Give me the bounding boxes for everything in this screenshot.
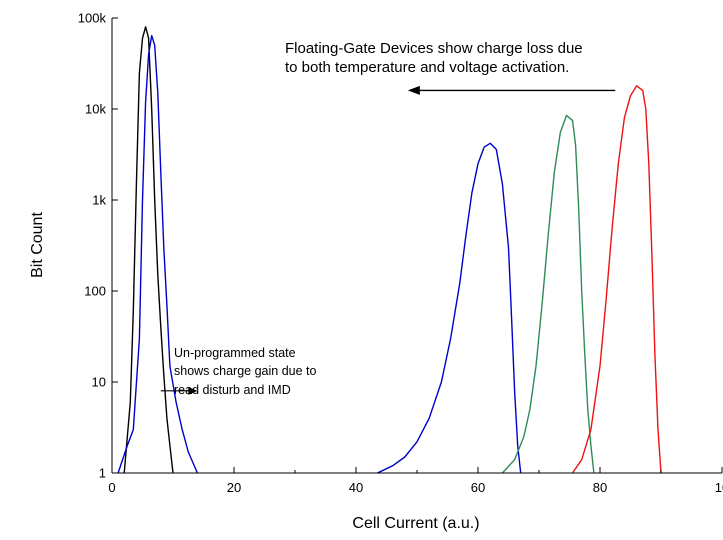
y-tick-label: 1 (99, 466, 106, 481)
x-axis-title: Cell Current (a.u.) (352, 515, 479, 532)
series-line-5 (571, 85, 662, 474)
x-tick-label: 40 (349, 480, 363, 495)
x-tick-label: 10 (715, 480, 723, 495)
y-ticks: 1 10 100 1k 10k 100k (78, 11, 118, 481)
y-tick-label: 1k (92, 193, 106, 208)
annotation-top-line-1: Floating-Gate Devices show charge loss d… (285, 40, 583, 57)
x-tick-label: 0 (108, 480, 115, 495)
axes (111, 18, 722, 474)
series-line-3 (377, 142, 522, 474)
annotation-bottom-line-2: shows charge gain due to (174, 364, 317, 378)
series-line-4 (501, 114, 595, 474)
x-tick-label: 60 (471, 480, 485, 495)
series-line-2 (117, 34, 199, 474)
series-line-1 (123, 26, 174, 474)
y-tick-label: 10k (85, 102, 106, 117)
y-tick-label: 100 (84, 284, 106, 299)
annotation-bottom-line-3: read disturb and IMD (174, 383, 291, 397)
series-layer (117, 26, 662, 474)
annotation-top: Floating-Gate Devices show charge loss d… (285, 40, 616, 95)
y-tick-label: 100k (78, 11, 107, 26)
annotation-bottom: Un-programmed state shows charge gain du… (160, 346, 317, 397)
annotation-bottom-line-1: Un-programmed state (174, 346, 296, 360)
y-tick-label: 10 (92, 375, 106, 390)
x-ticks: 0 20 40 60 80 10 (108, 467, 723, 495)
annotation-top-arrowhead (407, 85, 420, 95)
y-axis-title: Bit Count (29, 212, 46, 278)
x-tick-label: 80 (593, 480, 607, 495)
annotation-top-line-2: to both temperature and voltage activati… (285, 59, 569, 76)
x-tick-label: 20 (227, 480, 241, 495)
annotation-bottom-arrowhead (188, 386, 198, 395)
